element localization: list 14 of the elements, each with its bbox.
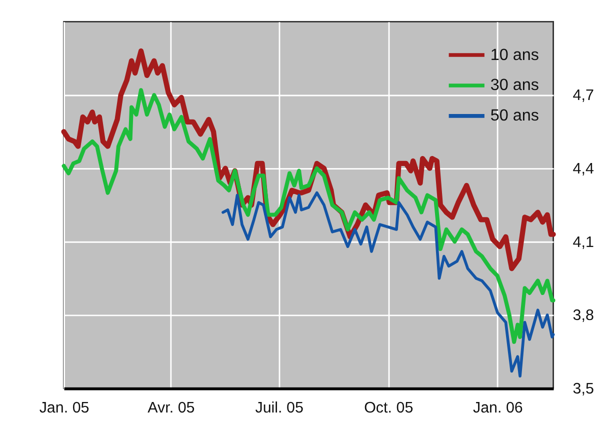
line-series <box>222 191 555 378</box>
y-tick-label: 4,7 <box>572 87 594 104</box>
y-tick-label: 3,8 <box>572 307 594 324</box>
x-tick-label: Jan. 05 <box>39 400 90 417</box>
y-tick-label: 4,1 <box>572 234 594 251</box>
x-tick-label: Oct. 05 <box>364 400 414 417</box>
x-tick-label: Jan. 06 <box>472 400 523 417</box>
y-tick-label: 3,5 <box>572 380 594 398</box>
legend-label: 10 ans <box>490 46 539 64</box>
y-tick-label: 4,4 <box>572 160 595 178</box>
legend-label: 50 ans <box>490 106 539 125</box>
x-tick-label: Juil. 05 <box>255 400 304 417</box>
x-tick-label: Avr. 05 <box>148 400 195 417</box>
legend-label: 30 ans <box>490 76 539 94</box>
